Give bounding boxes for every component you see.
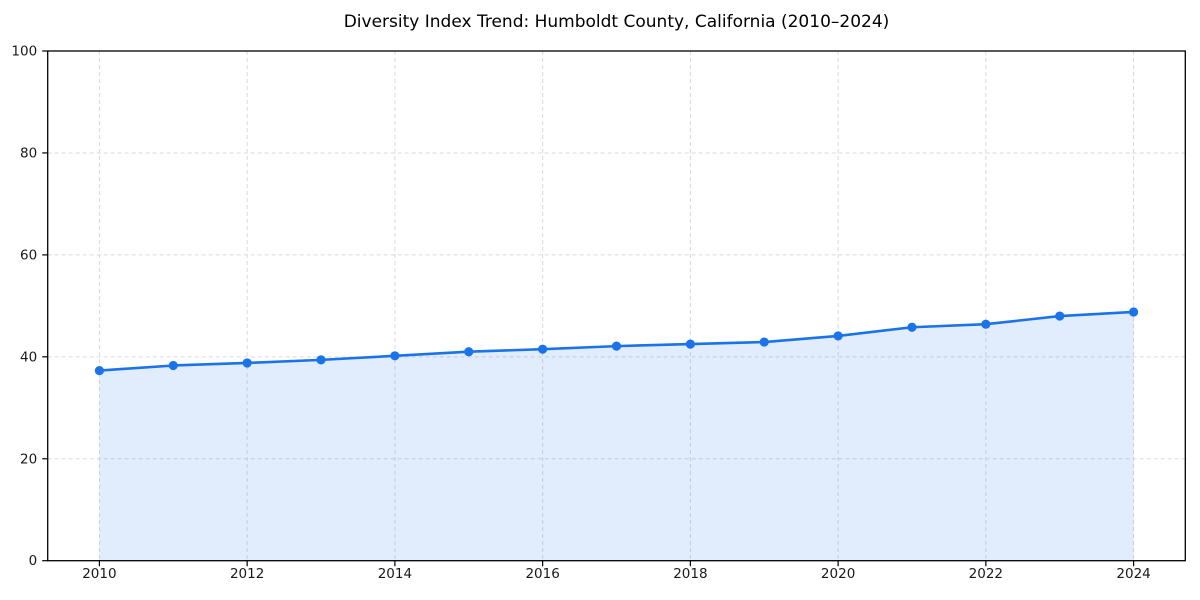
data-point-2021 [907,322,917,332]
y-tick-label-0: 0 [29,553,38,569]
data-point-2014 [390,351,400,361]
x-tick-label-2022: 2022 [969,566,1003,582]
data-point-2020 [833,331,843,341]
data-point-2015 [464,347,474,357]
x-tick-label-2018: 2018 [673,566,707,582]
chart-title: Diversity Index Trend: Humboldt County, … [343,12,890,32]
data-point-2024 [1128,307,1139,317]
y-tick-label-20: 20 [20,451,37,467]
y-tick-label-80: 80 [20,145,37,161]
x-tick-label-2016: 2016 [525,566,559,582]
data-point-2022 [981,319,991,329]
x-tick-label-2024: 2024 [1116,566,1150,582]
x-tick-label-2020: 2020 [821,566,855,582]
data-point-2019 [759,337,769,347]
data-point-2010 [94,365,105,376]
x-tick-label-2010: 2010 [82,566,116,582]
y-tick-label-100: 100 [11,44,37,60]
data-point-2012 [242,358,252,368]
data-point-2023 [1055,311,1065,321]
y-tick-label-40: 40 [20,349,37,365]
data-point-2018 [685,339,695,349]
y-tick-label-60: 60 [20,247,37,263]
data-point-2013 [316,355,326,365]
area-fill [99,311,1134,561]
data-point-2017 [611,341,622,351]
data-point-2011 [168,360,178,371]
x-tick-label-2014: 2014 [378,566,412,582]
plot-frame [47,50,1186,562]
x-tick-label-2012: 2012 [230,566,264,582]
data-point-2016 [538,344,548,354]
